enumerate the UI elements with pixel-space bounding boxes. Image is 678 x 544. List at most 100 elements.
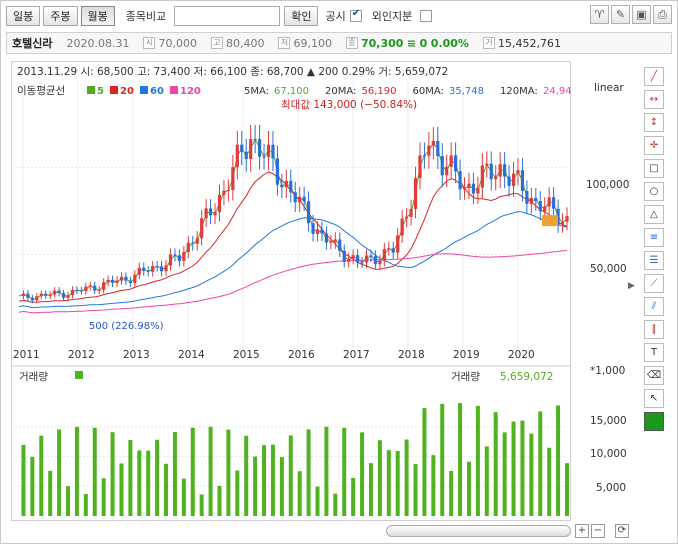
price-candle [177, 249, 181, 267]
zoom-out-icon[interactable]: − [591, 524, 605, 538]
pin-icon[interactable]: ♈ [590, 5, 609, 24]
price-candle [333, 232, 337, 249]
pointer-icon[interactable]: ↖ [644, 389, 664, 408]
zoom-in-icon[interactable]: + [575, 524, 589, 538]
change-pct: 0.00% [430, 36, 469, 50]
price-candle [356, 249, 360, 268]
channel-icon[interactable]: ⫽ [644, 297, 664, 316]
price-candle [284, 169, 288, 199]
volume-bar [199, 494, 204, 516]
volume-current: 5,659,072 [500, 371, 553, 383]
price-chart[interactable]: 2011 2012 2013 2014 2015 2016 2017 2018 2019 2020… [11, 61, 571, 521]
price-candle [462, 177, 467, 200]
price-candle [298, 186, 302, 212]
price-candle [320, 221, 324, 242]
price-candle [364, 249, 369, 268]
price-candle [240, 130, 244, 166]
eraser-icon[interactable]: ⌫ [644, 366, 664, 385]
ma-period-label: 20 [120, 86, 134, 97]
price-candle [503, 151, 507, 189]
text-tool-icon[interactable]: T [644, 343, 664, 362]
refresh-icon[interactable]: ⟳ [615, 524, 629, 538]
horizontal-line-icon[interactable]: ↔ [644, 90, 664, 109]
notice-checkbox[interactable] [349, 8, 362, 22]
volume-bar [119, 463, 124, 516]
x-tick-label: 2014 [178, 349, 205, 361]
volume-bar [333, 493, 338, 516]
ma-swatch-5 [87, 86, 95, 94]
volume-bar [520, 420, 525, 516]
gann-icon[interactable]: ☰ [644, 251, 664, 270]
panel-icon[interactable]: ▣ [632, 5, 651, 24]
ma-line-5 [18, 137, 568, 300]
volume-bar [253, 456, 258, 516]
volume-tick-15000: 15,000 [590, 415, 627, 427]
price-candle [485, 151, 489, 178]
rectangle-icon[interactable]: □ [644, 159, 664, 178]
parallel-icon[interactable]: ∥ [644, 320, 664, 339]
daily-button[interactable]: 일봉 [6, 6, 41, 26]
price-candle [30, 294, 34, 304]
fibonacci-icon[interactable]: ≡ [644, 228, 664, 247]
price-candle [342, 244, 346, 268]
price-candle [39, 290, 43, 300]
price-candle [289, 169, 293, 203]
foreign-checkbox[interactable] [420, 10, 433, 22]
volume-bar [66, 486, 71, 516]
print-icon[interactable]: ⎙ [653, 5, 672, 24]
price-candle [97, 286, 101, 295]
zoom-controls: + − ⟳ [575, 524, 631, 538]
volume-bar [475, 405, 480, 516]
monthly-button[interactable]: 월봉 [80, 6, 115, 26]
volume-bar [155, 439, 160, 516]
x-tick-label: 2016 [288, 349, 315, 361]
volume-swatch [75, 371, 83, 379]
horizontal-scrollbar[interactable] [386, 525, 571, 537]
price-candle [266, 131, 271, 170]
fan-icon[interactable]: ⟋ [644, 274, 664, 293]
weekly-button[interactable]: 주봉 [43, 6, 78, 26]
price-candle [458, 159, 462, 200]
x-tick-label: 2011 [13, 349, 40, 361]
compare-input[interactable] [174, 6, 281, 26]
price-candle [253, 124, 257, 154]
price-candle [26, 290, 30, 301]
price-candle [529, 187, 533, 214]
price-candle [249, 124, 253, 172]
low-icon: 저 [278, 37, 291, 49]
confirm-button[interactable]: 확인 [284, 6, 319, 26]
volume-bar [556, 405, 561, 516]
ma-swatch-20 [110, 86, 118, 94]
x-tick-label: 2012 [68, 349, 95, 361]
price-candle [275, 145, 280, 196]
volume-bar [484, 446, 489, 516]
x-tick-label: 2017 [343, 349, 370, 361]
price-candle [231, 154, 235, 201]
stock-info-bar: 호텔신라 2020.08.31 시 70,000 고 80,400 저 69,100 … [6, 32, 672, 54]
price-candle [88, 281, 92, 291]
volume-bar [181, 478, 186, 516]
vertical-line-icon[interactable]: ↕ [644, 113, 664, 132]
ma-period-label: 5 [97, 86, 104, 97]
stock-name: 호텔신라 [12, 37, 53, 50]
high-value: 80,400 [225, 36, 265, 50]
circle-icon[interactable]: ○ [644, 182, 664, 201]
low-value: 69,100 [293, 36, 332, 50]
price-candle [547, 187, 551, 216]
price-candle [115, 276, 119, 287]
volume-bar [190, 427, 195, 516]
draw-icon[interactable]: ✎ [611, 5, 630, 24]
price-candle [204, 199, 208, 227]
triangle-icon[interactable]: △ [644, 205, 664, 224]
color-picker-icon[interactable] [644, 412, 664, 431]
trendline-icon[interactable]: ╱ [644, 67, 664, 86]
price-candle [489, 151, 493, 191]
volume-bar [30, 456, 35, 516]
crosshair-icon[interactable]: ✛ [644, 136, 664, 155]
ma-value-label: 120MA: [500, 86, 538, 97]
price-candle [110, 275, 115, 287]
price-candle [560, 213, 565, 233]
volume-bar [529, 433, 534, 516]
collapse-arrow-icon[interactable]: ▶ [628, 281, 635, 291]
toolbar-icons: ♈ ✎ ▣ ⎙ [588, 5, 672, 24]
